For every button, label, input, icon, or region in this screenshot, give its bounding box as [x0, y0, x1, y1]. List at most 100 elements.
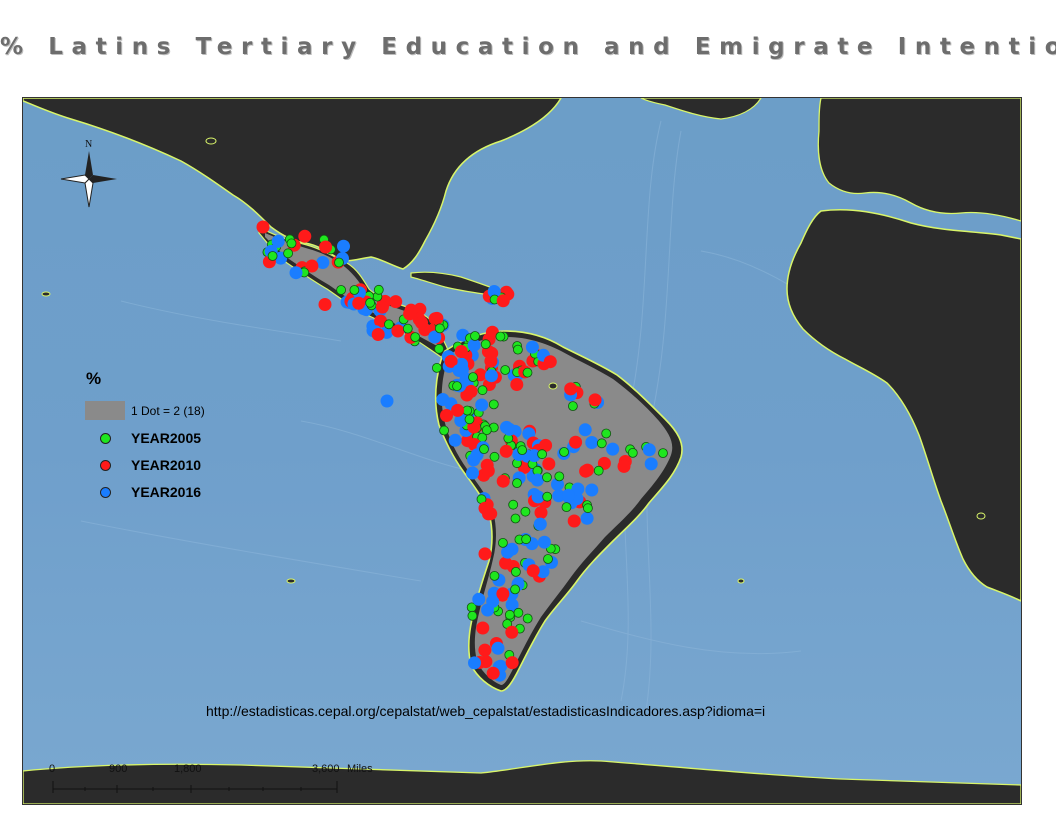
dot-year2016: [642, 443, 656, 457]
scale-bar: [52, 781, 338, 793]
dot-year2005: [467, 610, 478, 621]
dot-year2010: [481, 464, 495, 478]
dot-year2010: [496, 294, 510, 308]
dot-year2005: [658, 448, 668, 459]
scale-label-0: 0: [49, 763, 56, 775]
dot-year2016: [537, 535, 551, 549]
dot-year2005: [365, 297, 376, 308]
dot-year2016: [585, 483, 599, 497]
dot-year2016: [316, 256, 330, 269]
dot-year2016: [467, 338, 481, 352]
dot-year2010: [444, 354, 458, 368]
dot-year2005: [267, 251, 278, 261]
dot-year2005: [383, 319, 394, 330]
scale-label-3600: 3,600: [312, 763, 340, 775]
north-arrow-north-icon: [85, 151, 93, 179]
dot-year2005: [561, 502, 572, 513]
dot-year2005: [336, 285, 347, 295]
dot-year2010: [305, 259, 319, 273]
dot-year2010: [478, 547, 492, 561]
map-frame[interactable]: N: [22, 97, 1022, 805]
dot-year2010: [478, 643, 492, 657]
dot-year2005: [517, 445, 528, 456]
legend-title: %: [86, 369, 102, 388]
dot-year2016: [580, 511, 594, 525]
map-canvas[interactable]: N: [23, 98, 1021, 804]
dot-year2010: [460, 388, 474, 402]
dot-year2016: [454, 414, 468, 428]
dot-year2016: [428, 330, 442, 344]
dot-year2005: [497, 538, 508, 548]
islands: [41, 137, 986, 584]
dot-year2016: [531, 490, 545, 504]
dot-year2010: [542, 457, 556, 471]
dot-year2010: [505, 625, 519, 639]
dot-year2005: [334, 257, 344, 268]
dot-year2016: [448, 433, 462, 447]
dot-year2005: [542, 491, 553, 502]
dot-year2010: [588, 393, 602, 407]
map-title: % Latins Tertiary Education and Emigrate…: [0, 34, 1056, 60]
legend-label-2010: YEAR2010: [131, 457, 202, 473]
dot-year2010: [298, 229, 312, 243]
dot-year2005: [464, 414, 475, 425]
dot-year2016: [501, 545, 515, 559]
dot-year2010: [352, 296, 366, 310]
dot-year2016: [502, 422, 516, 436]
dot-year2005: [593, 465, 604, 476]
dot-year2016: [289, 266, 303, 280]
dot-year2005: [521, 534, 531, 545]
dot-year2005: [542, 472, 552, 483]
dot-year2005: [583, 503, 593, 514]
dot-year2010: [430, 311, 444, 325]
dot-year2005: [500, 365, 511, 375]
legend-dot-2010-icon: [100, 460, 111, 471]
dot-year2005: [513, 344, 523, 355]
dot-year2005: [452, 381, 462, 392]
dot-year2016: [337, 239, 350, 253]
dot-year2016: [571, 482, 585, 496]
dot-year2005: [434, 343, 445, 354]
dot-year2016: [491, 641, 505, 655]
dot-year2005: [286, 238, 297, 249]
north-arrow-label: N: [85, 139, 92, 150]
dot-year2016: [472, 592, 486, 606]
dot-year2010: [403, 307, 417, 321]
dot-year2005: [554, 471, 565, 482]
dot-year2005: [349, 285, 360, 295]
dot-year2005: [504, 609, 515, 620]
dot-year2016: [380, 394, 394, 408]
dot-year2016: [525, 340, 539, 354]
dot-year2010: [484, 354, 498, 368]
dot-year2005: [601, 428, 612, 439]
dot-year2005: [480, 339, 491, 350]
source-url[interactable]: http://estadisticas.cepal.org/cepalstat/…: [206, 703, 766, 719]
dot-year2005: [410, 332, 421, 343]
dot-year2016: [552, 489, 566, 503]
dot-year2005: [434, 323, 445, 334]
dot-year2005: [481, 425, 492, 436]
dot-year2016: [468, 656, 481, 670]
dot-year2005: [559, 447, 569, 457]
dot-year2005: [431, 362, 442, 373]
dot-year2016: [487, 285, 501, 298]
dot-year2010: [454, 345, 468, 358]
dot-year2010: [617, 459, 631, 473]
dot-year2005: [543, 554, 553, 564]
dot-year2005: [512, 478, 522, 489]
dot-year2005: [477, 385, 488, 396]
dot-year2016: [644, 457, 658, 471]
dot-year2005: [468, 372, 478, 383]
legend-swatch-dot-density: [85, 401, 125, 420]
dot-year2005: [402, 323, 413, 334]
dot-year2010: [374, 314, 388, 328]
landmass-greenland-edge: [640, 98, 762, 120]
dot-year2005: [522, 367, 533, 378]
dot-year2016: [536, 565, 550, 579]
dot-year2010: [389, 295, 403, 309]
dot-year2010: [543, 355, 557, 369]
dot-year2005: [373, 284, 384, 295]
landmass-antarctica: [23, 760, 1021, 804]
dot-year2016: [527, 449, 541, 463]
legend-label-2005: YEAR2005: [131, 430, 202, 446]
